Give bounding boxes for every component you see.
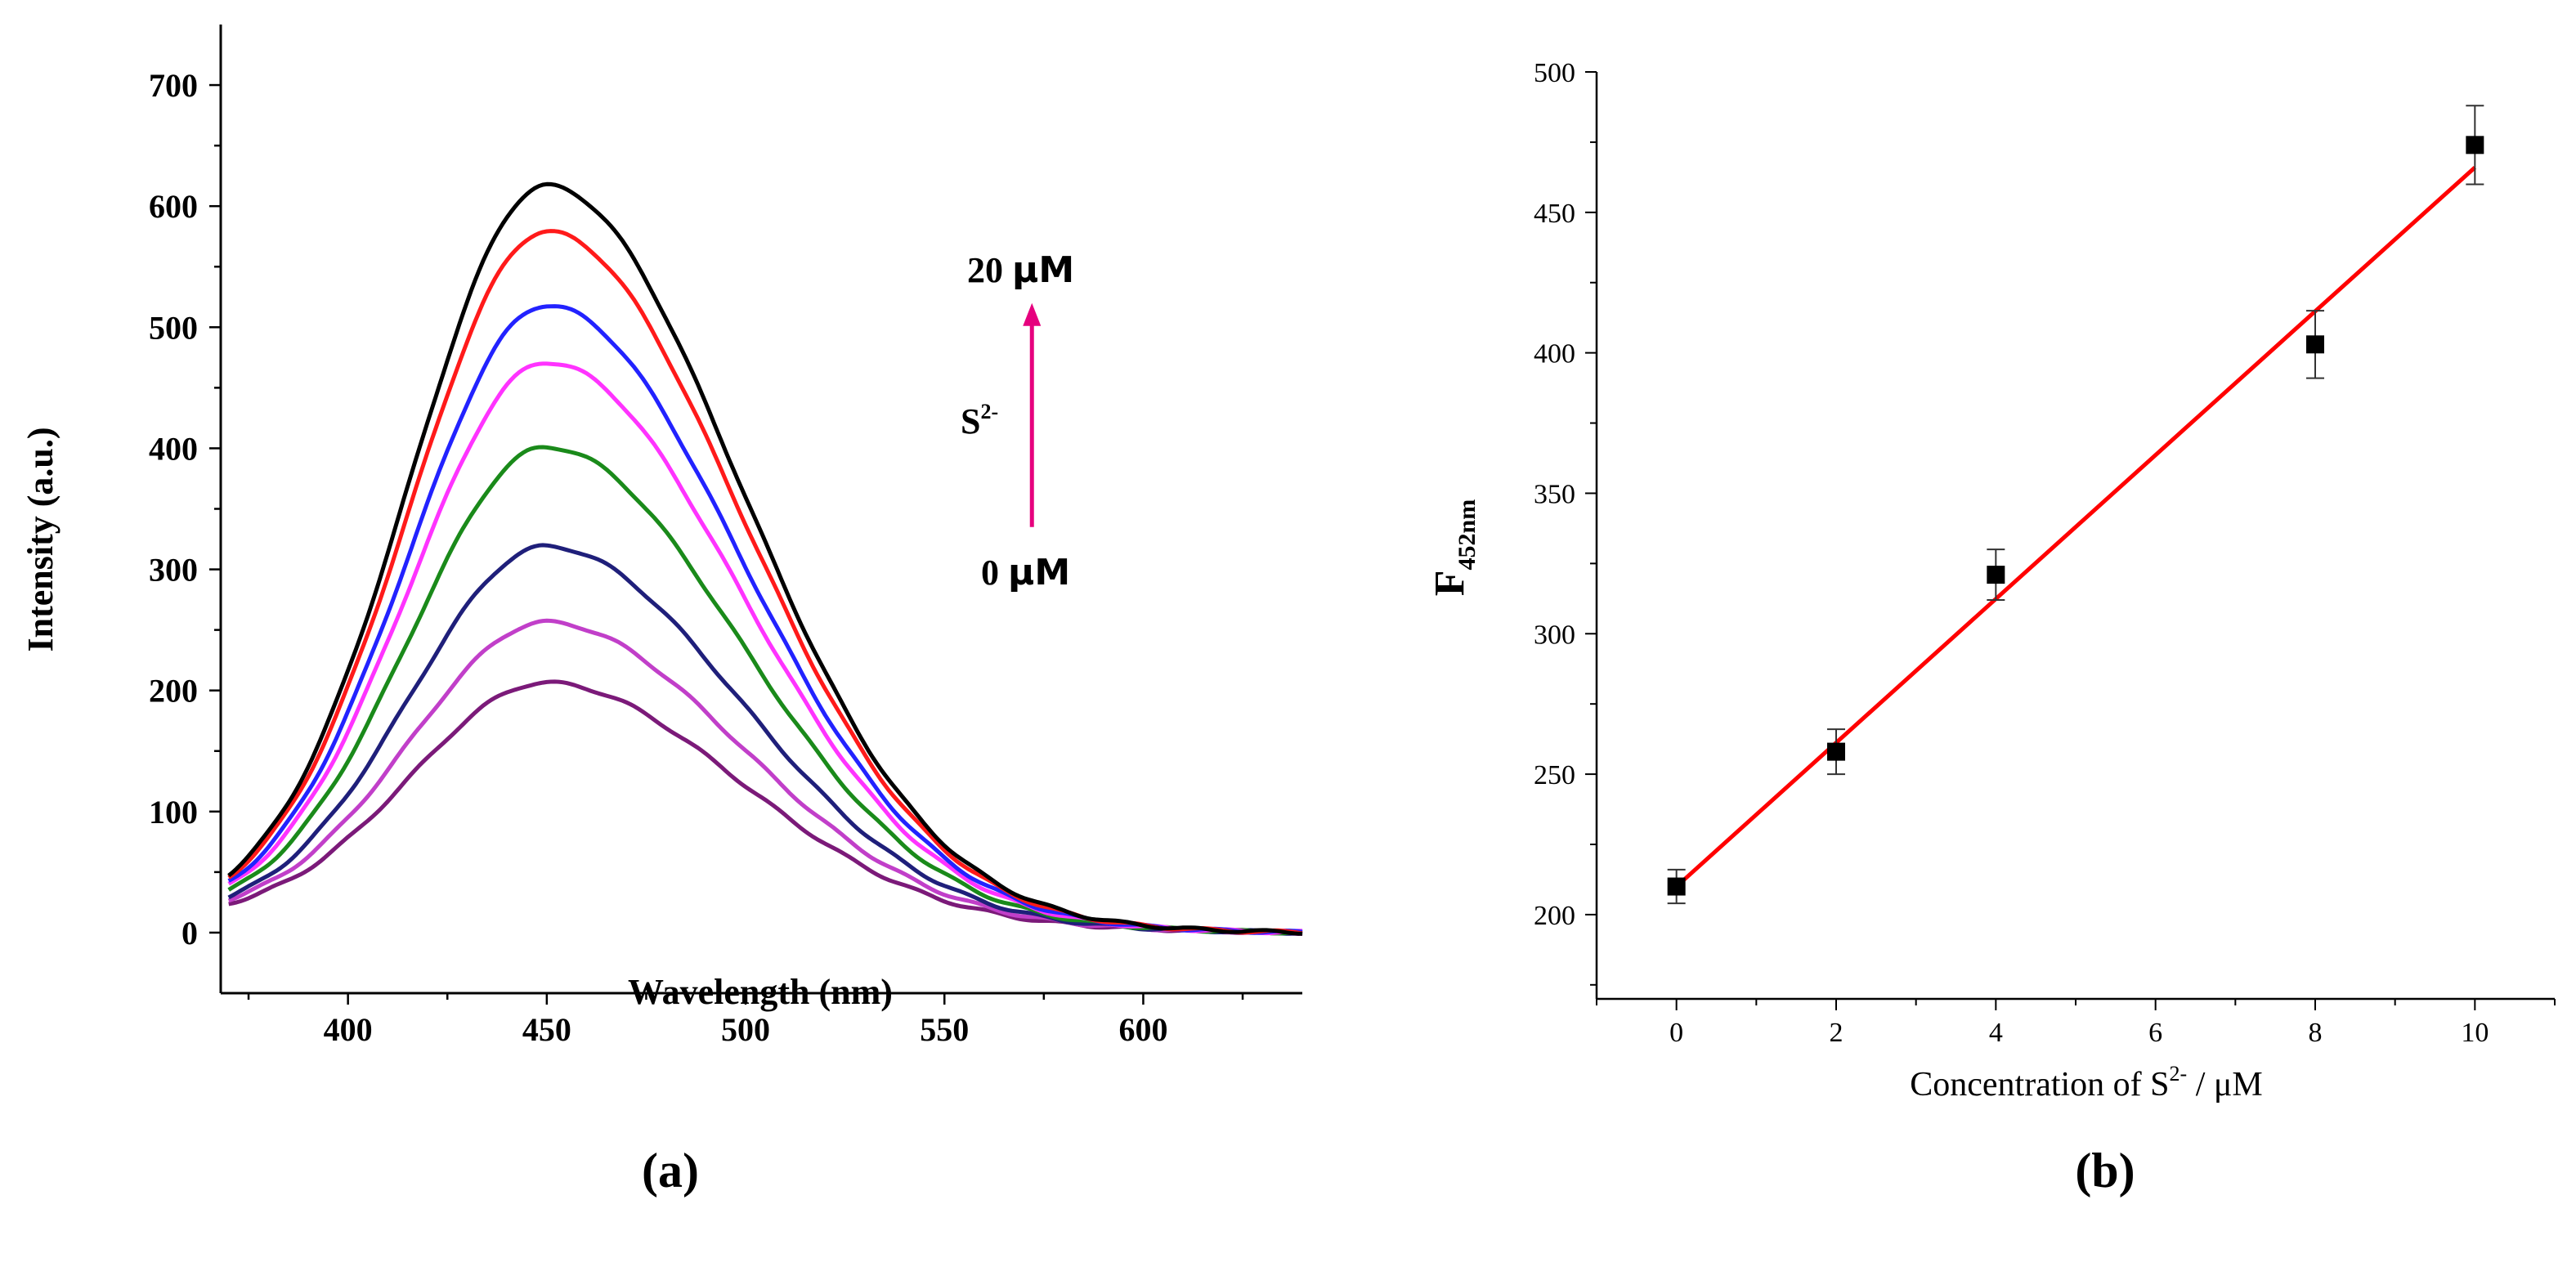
- a-series-line: [227, 361, 1303, 936]
- a-panel-label: (a): [642, 1144, 699, 1198]
- b-ytick-label: 300: [1534, 620, 1575, 650]
- a-ytick-label: 0: [181, 915, 198, 951]
- a-series-line: [227, 618, 1303, 936]
- a-ytick-label: 500: [149, 309, 198, 346]
- b-data-point: [2466, 105, 2484, 186]
- b-data-point: [1987, 548, 2005, 602]
- b-ylabel: F452nm: [1427, 499, 1481, 596]
- a-series-line: [227, 229, 1303, 936]
- a-spectra-curves: [227, 181, 1303, 936]
- a-ylabel: Intensity (a.u.): [20, 427, 60, 651]
- b-ytick-label: 500: [1534, 58, 1575, 88]
- a-top-label: 20 μM: [967, 249, 1074, 291]
- b-marker: [2466, 136, 2484, 154]
- b-data-point: [1667, 868, 1686, 905]
- b-data-points: [1667, 105, 2484, 905]
- b-axes: [1595, 72, 2555, 1001]
- a-xtick-label: 400: [324, 1011, 373, 1048]
- a-series-line: [227, 445, 1303, 936]
- b-marker: [1667, 877, 1686, 896]
- b-xlabel: Concentration of S2- / μM: [1910, 1062, 2262, 1104]
- a-ytick-label: 200: [149, 673, 198, 710]
- a-series-line: [227, 304, 1303, 935]
- b-ticks: 200 250 300 350 400 450 500 0 2 4 6 8 10: [1534, 58, 2556, 1048]
- a-series-line: [228, 679, 1303, 936]
- b-ytick-label: 200: [1534, 901, 1575, 931]
- b-ytick-label: 350: [1534, 479, 1575, 509]
- a-series-line: [227, 181, 1303, 936]
- b-xtick-label: 6: [2148, 1018, 2162, 1048]
- b-data-point: [2306, 310, 2324, 379]
- a-ticks: 0 100 200 300 400 500 600 700 400 450 500 550 600: [149, 67, 1244, 1048]
- b-xtick-label: 0: [1669, 1018, 1683, 1048]
- a-xtick-label: 550: [920, 1011, 969, 1048]
- a-arrow-head: [1023, 302, 1042, 326]
- a-ytick-label: 100: [149, 794, 198, 830]
- a-xtick-label: 600: [1118, 1011, 1167, 1048]
- b-fit-line-group: [1674, 165, 2477, 889]
- a-xlabel: Wavelength (nm): [628, 972, 893, 1012]
- b-xtick-label: 10: [2461, 1018, 2489, 1048]
- panel-b-calibration-plot: 200 250 300 350 400 450 500 0 2 4 6 8 10 F452nm Conc…: [1427, 58, 2556, 1198]
- b-xtick-label: 8: [2309, 1018, 2323, 1048]
- a-concentration-annotation: 20 μM S2- 0 μM: [961, 249, 1074, 593]
- a-axes: [219, 25, 1302, 995]
- a-ytick-label: 300: [149, 552, 198, 589]
- a-xtick-label: 450: [522, 1011, 571, 1048]
- b-ytick-label: 450: [1534, 199, 1575, 229]
- a-ion-label: S2-: [961, 400, 998, 441]
- b-data-point: [1827, 728, 1845, 776]
- b-panel-label: (b): [2075, 1144, 2135, 1198]
- b-xtick-label: 2: [1830, 1018, 1844, 1048]
- b-fit-line: [1674, 165, 2477, 889]
- b-ytick-label: 400: [1534, 339, 1575, 369]
- panel-a-emission-spectra: 0 100 200 300 400 500 600 700 400 450 500 550 600 In…: [20, 25, 1303, 1198]
- a-bottom-label: 0 μM: [981, 552, 1070, 593]
- a-ytick-label: 400: [149, 430, 198, 467]
- b-xtick-label: 4: [1989, 1018, 2003, 1048]
- a-xtick-label: 500: [721, 1011, 770, 1048]
- b-marker: [1827, 742, 1845, 761]
- b-ytick-label: 250: [1534, 760, 1575, 790]
- b-marker: [1987, 566, 2005, 584]
- a-ytick-label: 700: [149, 67, 198, 104]
- b-marker: [2306, 335, 2324, 354]
- a-ytick-label: 600: [149, 188, 198, 225]
